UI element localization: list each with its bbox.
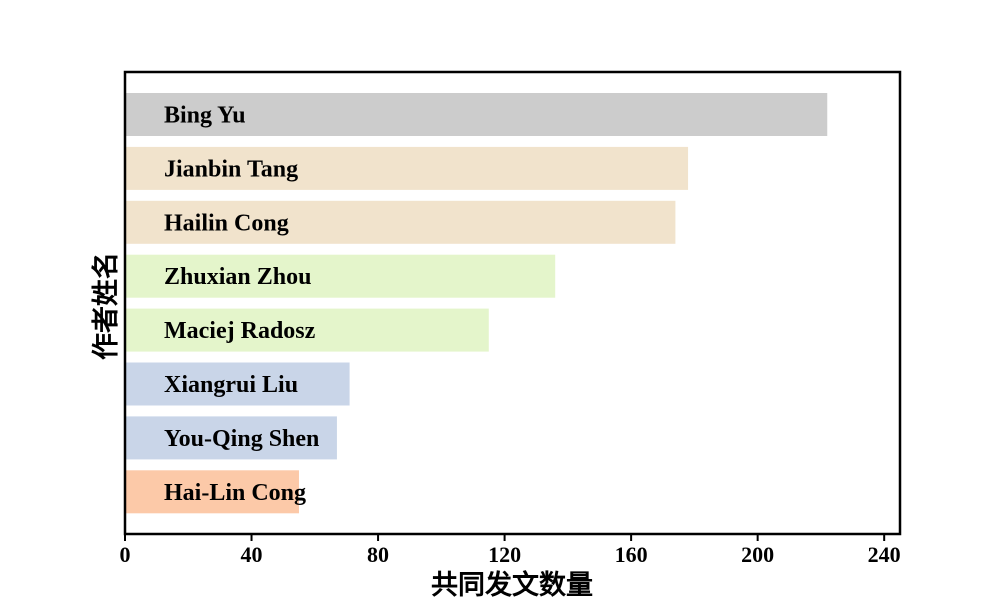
bar-label-you-qing-shen: You-Qing Shen [164, 426, 319, 452]
bar-label-jianbin-tang: Jianbin Tang [164, 156, 298, 182]
x-tick-label-240: 240 [868, 542, 901, 567]
x-tick-label-80: 80 [367, 542, 389, 567]
plot-frame [123, 70, 902, 536]
bar-label-hailin-cong: Hailin Cong [164, 210, 289, 236]
bar-label-zhuxian-zhou: Zhuxian Zhou [164, 264, 311, 290]
bar-xiangrui-liu [126, 362, 350, 406]
x-tick-label-120: 120 [488, 542, 521, 567]
bar-label-maciej-radosz: Maciej Radosz [164, 318, 316, 344]
bar-hailin-cong [126, 200, 676, 244]
x-tick-label-40: 40 [241, 542, 263, 567]
bar-hai-lin-cong [126, 470, 299, 514]
bar-jianbin-tang [126, 146, 689, 190]
bar-zhuxian-zhou [126, 254, 556, 298]
x-ticks-group: 0 40 80 120 160 200 240 [120, 534, 901, 567]
x-tick-label-0: 0 [120, 542, 131, 567]
bar-label-xiangrui-liu: Xiangrui Liu [164, 372, 298, 398]
bar-labels-group: Bing Yu Jianbin Tang Hailin Cong Zhuxian Zh… [164, 103, 319, 506]
x-tick-label-160: 160 [615, 542, 648, 567]
bar-bing-yu [126, 93, 828, 136]
bar-you-qing-shen [126, 416, 337, 460]
bars-group [126, 93, 828, 514]
y-axis-title: 作者姓名 [90, 252, 122, 360]
bar-maciej-radosz [126, 308, 489, 352]
bar-label-bing-yu: Bing Yu [164, 103, 246, 129]
x-axis-title: 共同发文数量 [431, 569, 593, 600]
x-tick-label-200: 200 [741, 542, 774, 567]
bar-label-hai-lin-cong: Hai-Lin Cong [164, 480, 306, 506]
